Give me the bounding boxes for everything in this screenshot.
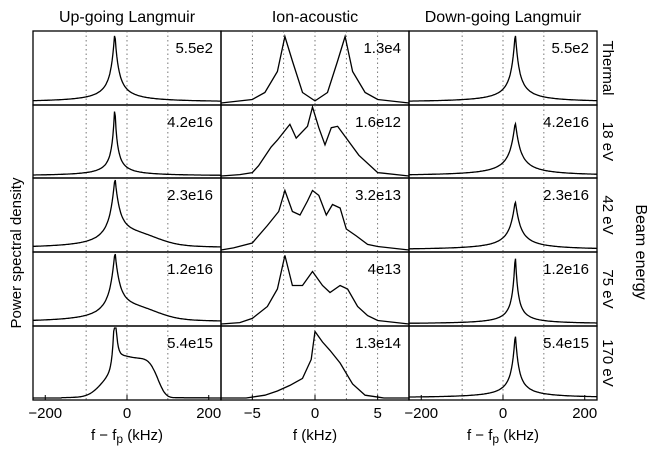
spectrum-line bbox=[220, 104, 410, 177]
row-label: Thermal bbox=[599, 40, 616, 95]
scale-label: 5.4e15 bbox=[167, 335, 213, 352]
scale-label: 4e13 bbox=[368, 261, 401, 278]
panels-layer: 5.5e2 4.2e16 2.3e16 1.2e16 5.4e15 1.3e4 1.6e12… bbox=[32, 30, 598, 401]
spectrum-line bbox=[409, 200, 597, 250]
labels-layer: Power spectral density Beam energy Up-go… bbox=[8, 9, 649, 446]
spectrum-line bbox=[33, 111, 221, 176]
x-axis-label: f − fp (kHz) bbox=[91, 427, 163, 446]
x-tick-label: 0 bbox=[499, 405, 507, 422]
scale-label: 5.5e2 bbox=[175, 40, 213, 57]
x-tick-label: −200 bbox=[404, 405, 438, 422]
spectrum-line bbox=[220, 188, 410, 251]
spectrum-line bbox=[220, 255, 410, 325]
spectrum-line bbox=[33, 327, 221, 399]
scale-label: 2.3e16 bbox=[167, 187, 213, 204]
scale-label: 1.3e14 bbox=[355, 335, 401, 352]
row-label: 18 eV bbox=[599, 122, 616, 161]
x-axis-label: f − fp (kHz) bbox=[467, 427, 539, 446]
row-label: 170 eV bbox=[599, 339, 616, 387]
side-axis-label: Beam energy bbox=[632, 204, 649, 299]
scale-label: 1.3e4 bbox=[363, 40, 401, 57]
x-tick-label: 200 bbox=[196, 405, 221, 422]
row-label: 42 eV bbox=[599, 195, 616, 234]
scale-label: 5.4e15 bbox=[543, 335, 589, 352]
spectrum-line bbox=[32, 35, 221, 102]
scale-label: 1.6e12 bbox=[355, 114, 401, 131]
y-axis-label: Power spectral density bbox=[8, 177, 25, 328]
x-tick-label: −200 bbox=[28, 405, 62, 422]
scale-label: 5.5e2 bbox=[551, 40, 589, 57]
scale-label: 4.2e16 bbox=[167, 114, 213, 131]
x-tick-label: 200 bbox=[572, 405, 597, 422]
column-title: Up-going Langmuir bbox=[59, 9, 196, 26]
spectrum-line bbox=[33, 179, 221, 248]
x-tick-label: −5 bbox=[244, 405, 261, 422]
column-title: Ion-acoustic bbox=[272, 9, 358, 26]
spectrum-line bbox=[221, 329, 409, 399]
x-tick-label: 0 bbox=[123, 405, 131, 422]
scale-label: 4.2e16 bbox=[543, 114, 589, 131]
spectrum-line bbox=[409, 336, 597, 398]
spectrum-line bbox=[409, 35, 598, 102]
x-axis-label: f (kHz) bbox=[293, 427, 337, 444]
spectrum-line bbox=[220, 33, 410, 104]
x-tick-label: 5 bbox=[373, 405, 381, 422]
spectrum-line bbox=[33, 253, 221, 322]
row-label: 75 eV bbox=[599, 269, 616, 308]
scale-label: 2.3e16 bbox=[543, 187, 589, 204]
scale-label: 1.2e16 bbox=[167, 261, 213, 278]
x-tick-label: 0 bbox=[311, 405, 319, 422]
scale-label: 3.2e13 bbox=[355, 187, 401, 204]
scale-label: 1.2e16 bbox=[543, 261, 589, 278]
spectrum-line bbox=[409, 121, 597, 176]
spectrum-line bbox=[409, 258, 597, 324]
column-title: Down-going Langmuir bbox=[425, 9, 582, 26]
